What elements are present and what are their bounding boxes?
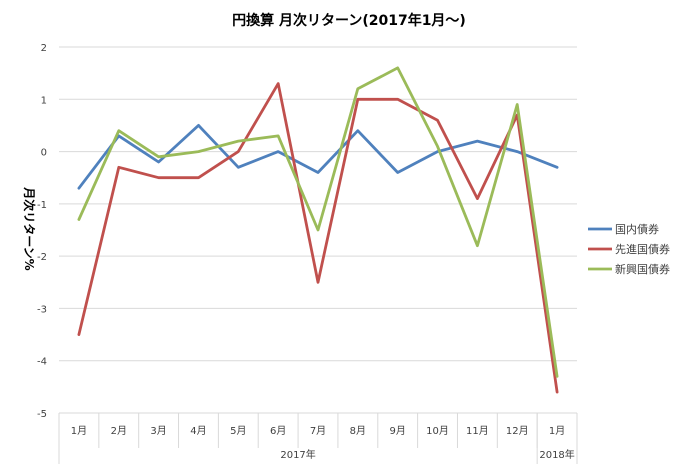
x-tick-label: 1月 xyxy=(71,425,87,437)
y-axis-label: 月次リターン% xyxy=(22,186,37,270)
x-axis: 1月 2月 3月 4月 5月 6月 7月 8月 9月 10月 11月 12月 1月 2017年 2018年 xyxy=(58,412,578,464)
x-tick-label: 6月 xyxy=(270,425,286,437)
series-line xyxy=(77,124,559,190)
series-line xyxy=(77,66,559,378)
x-tick-label: 10月 xyxy=(426,425,449,437)
y-axis-ticks: 2 1 0 -1 -2 -3 -4 -5 xyxy=(37,43,47,420)
y-tick-label: -4 xyxy=(37,357,47,368)
legend-label: 先進国債券 xyxy=(615,242,670,256)
series-lines xyxy=(77,66,559,394)
y-tick-label: 0 xyxy=(41,148,47,159)
x-tick-label: 4月 xyxy=(190,425,206,437)
x-group-label: 2017年 xyxy=(280,448,315,461)
series-line xyxy=(77,82,559,394)
chart-title: 円換算 月次リターン(2017年1月〜) xyxy=(232,12,466,29)
x-group-label: 2018年 xyxy=(539,448,574,461)
x-tick-label: 9月 xyxy=(390,425,406,437)
y-tick-label: 1 xyxy=(41,95,47,106)
x-tick-label: 5月 xyxy=(230,425,246,437)
x-tick-label: 12月 xyxy=(506,425,529,437)
x-tick-label: 3月 xyxy=(150,425,166,437)
gridlines xyxy=(59,46,577,362)
y-tick-label: -1 xyxy=(37,200,47,211)
x-tick-label: 2月 xyxy=(111,425,127,437)
y-tick-label: -5 xyxy=(37,409,47,420)
x-tick-label: 1月 xyxy=(549,425,565,437)
x-tick-label: 7月 xyxy=(310,425,326,437)
y-tick-label: 2 xyxy=(41,43,47,54)
y-tick-label: -3 xyxy=(37,304,47,315)
x-tick-label: 11月 xyxy=(466,425,489,437)
y-tick-label: -2 xyxy=(37,252,47,263)
legend-label: 新興国債券 xyxy=(615,262,670,276)
x-tick-label: 8月 xyxy=(350,425,366,437)
legend-label: 国内債券 xyxy=(615,222,659,236)
